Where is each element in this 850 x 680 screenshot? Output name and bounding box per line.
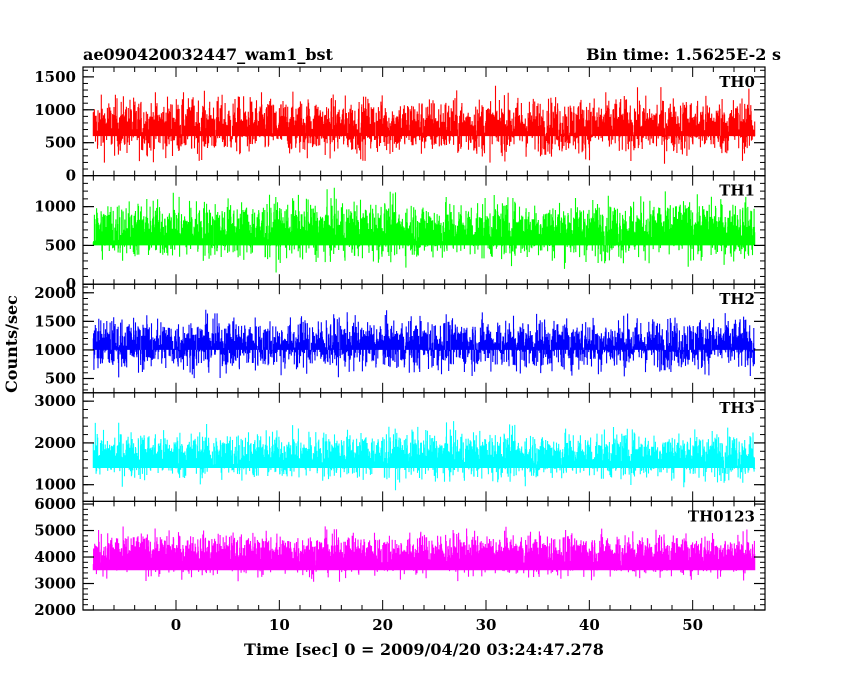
y-tick-label: 5000 [34, 522, 76, 540]
chart-title: ae090420032447_wam1_bst [83, 45, 334, 64]
y-tick-label: 2000 [34, 284, 76, 302]
y-tick-label: 3000 [34, 392, 76, 410]
panel-label-th0123: TH0123 [688, 507, 755, 525]
x-tick-label: 0 [171, 616, 181, 634]
x-axis-label: Time [sec] 0 = 2009/04/20 03:24:47.278 [244, 640, 604, 659]
y-tick-label: 1000 [34, 476, 76, 494]
panel-label-th3: TH3 [719, 399, 755, 417]
panel-label-th2: TH2 [719, 290, 755, 308]
x-tick-label: 20 [372, 616, 393, 634]
y-tick-label: 4000 [34, 548, 76, 566]
panel-label-th1: TH1 [719, 182, 755, 200]
x-tick-label: 30 [476, 616, 497, 634]
series-th3 [92, 421, 756, 491]
y-tick-label: 0 [66, 275, 76, 293]
bin-time-label: Bin time: 1.5625E-2 s [586, 45, 781, 64]
y-tick-label: 500 [45, 134, 76, 152]
y-tick-label: 1500 [34, 68, 76, 86]
y-tick-label: 1000 [34, 101, 76, 119]
x-tick-label: 50 [682, 616, 703, 634]
y-tick-label: 6000 [34, 495, 76, 513]
x-tick-label: 40 [579, 616, 600, 634]
series-th2 [92, 309, 756, 379]
y-tick-label: 2000 [34, 601, 76, 619]
y-tick-label: 500 [45, 236, 76, 254]
series-th1 [92, 187, 756, 273]
y-tick-label: 2000 [34, 434, 76, 452]
series-th0 [92, 85, 756, 164]
y-tick-label: 1000 [34, 341, 76, 359]
x-tick-label: 10 [269, 616, 290, 634]
y-tick-label: 0 [66, 167, 76, 185]
y-tick-label: 3000 [34, 575, 76, 593]
series-th0123 [92, 526, 756, 582]
y-tick-label: 1500 [34, 312, 76, 330]
panel-label-th0: TH0 [719, 73, 755, 91]
y-axis-label: Counts/sec [2, 295, 21, 393]
y-tick-label: 500 [45, 370, 76, 388]
y-tick-label: 1000 [34, 198, 76, 216]
